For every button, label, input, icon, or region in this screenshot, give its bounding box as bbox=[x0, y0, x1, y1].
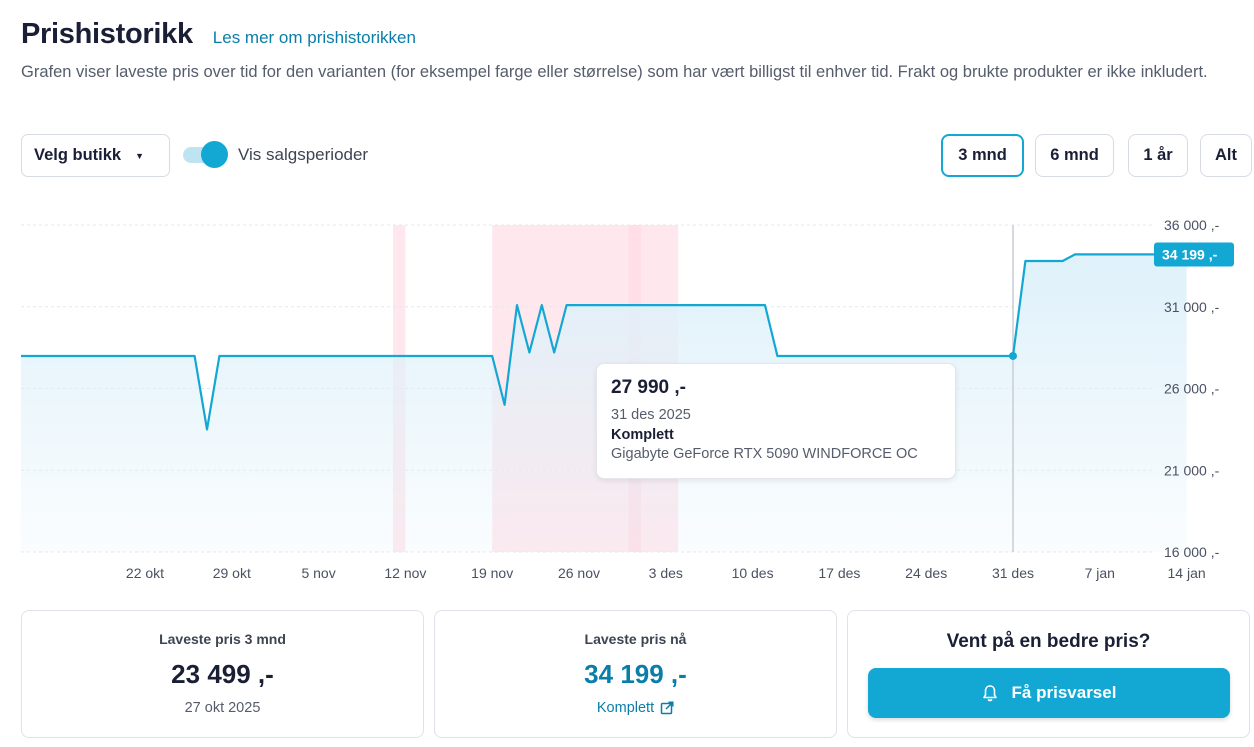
x-tick-label: 24 des bbox=[905, 565, 947, 581]
x-tick-label: 5 nov bbox=[301, 565, 335, 581]
lowest-3m-value: 23 499 ,- bbox=[171, 659, 274, 689]
x-axis: 22 okt 29 okt 5 nov 12 nov 19 nov 26 nov 3 des… bbox=[126, 565, 1206, 581]
y-tick-label: 16 000 ,- bbox=[1164, 544, 1220, 560]
hover-point bbox=[1009, 351, 1017, 360]
tooltip-product: Gigabyte GeForce RTX 5090 WINDFORCE OC bbox=[611, 446, 918, 462]
store-link-label: Komplett bbox=[596, 700, 655, 716]
lowest-now-value: 34 199 ,- bbox=[584, 659, 687, 689]
current-price-tag: 34 199 ,- bbox=[1154, 242, 1234, 267]
x-tick-label: 26 nov bbox=[558, 565, 600, 581]
y-tick-label: 31 000 ,- bbox=[1164, 299, 1220, 315]
title-row: Prishistorikk Les mer om prishistorikken bbox=[21, 18, 1240, 51]
range-all-button[interactable]: Alt bbox=[1200, 134, 1252, 177]
lowest-3m-date: 27 okt 2025 bbox=[184, 700, 261, 716]
external-link-icon bbox=[660, 701, 674, 715]
store-select[interactable]: Velg butikk ▼ bbox=[21, 134, 170, 177]
price-history-header: Prishistorikk Les mer om prishistorikken… bbox=[21, 18, 1240, 84]
price-alert-title: Vent på en bedre pris? bbox=[946, 631, 1151, 652]
y-axis: 36 000 ,- 31 000 ,- 26 000 ,- 21 000 ,- 16 0… bbox=[1164, 217, 1220, 560]
range-1-year-button[interactable]: 1 år bbox=[1128, 134, 1188, 177]
price-alert-card: Vent på en bedre pris? Få prisvarsel bbox=[847, 610, 1250, 738]
y-tick-label: 26 000 ,- bbox=[1164, 381, 1220, 397]
sale-periods-toggle[interactable] bbox=[183, 141, 229, 169]
x-tick-label: 10 des bbox=[732, 565, 774, 581]
y-tick-label: 21 000 ,- bbox=[1164, 462, 1220, 478]
learn-more-link[interactable]: Les mer om prishistorikken bbox=[212, 28, 416, 47]
x-tick-label: 29 okt bbox=[213, 565, 251, 581]
x-tick-label: 14 jan bbox=[1168, 565, 1206, 581]
x-tick-label: 17 des bbox=[818, 565, 860, 581]
price-alert-button[interactable]: Få prisvarsel bbox=[868, 668, 1230, 718]
x-tick-label: 3 des bbox=[649, 565, 683, 581]
lowest-price-now-card: Laveste pris nå 34 199 ,- Komplett bbox=[434, 610, 837, 738]
tooltip-price: 27 990 ,- bbox=[611, 377, 686, 398]
x-tick-label: 22 okt bbox=[126, 565, 164, 581]
current-price-label: 34 199 ,- bbox=[1162, 246, 1218, 262]
sale-periods-label: Vis salgsperioder bbox=[238, 145, 369, 164]
chart-tooltip: 27 990 ,- 31 des 2025 Komplett Gigabyte … bbox=[596, 363, 956, 479]
x-tick-label: 7 jan bbox=[1085, 565, 1115, 581]
y-tick-label: 36 000 ,- bbox=[1164, 217, 1220, 233]
lowest-price-3m-card: Laveste pris 3 mnd 23 499 ,- 27 okt 2025 bbox=[21, 610, 424, 738]
chart-description: Grafen viser laveste pris over tid for d… bbox=[21, 63, 1208, 81]
store-link[interactable]: Komplett bbox=[597, 700, 674, 716]
x-tick-label: 31 des bbox=[992, 565, 1034, 581]
range-3-months-button[interactable]: 3 mnd bbox=[941, 134, 1024, 177]
caret-down-icon: ▼ bbox=[135, 150, 145, 161]
tooltip-date: 31 des 2025 bbox=[611, 407, 691, 423]
range-6-months-button[interactable]: 6 mnd bbox=[1035, 134, 1114, 177]
x-tick-label: 19 nov bbox=[471, 565, 513, 581]
price-line bbox=[21, 253, 1187, 431]
price-alert-button-label: Få prisvarsel bbox=[1011, 683, 1117, 702]
toggle-knob bbox=[201, 141, 228, 168]
bell-icon bbox=[982, 685, 997, 702]
lowest-now-label: Laveste pris nå bbox=[584, 631, 687, 647]
lowest-3m-label: Laveste pris 3 mnd bbox=[159, 631, 286, 647]
page-title: Prishistorikk bbox=[21, 18, 193, 50]
tooltip-store: Komplett bbox=[611, 427, 674, 443]
x-tick-label: 12 nov bbox=[384, 565, 426, 581]
store-select-label: Velg butikk bbox=[34, 146, 122, 164]
chart-controls: Velg butikk ▼ Vis salgsperioder 3 mnd 6 … bbox=[21, 134, 1252, 177]
